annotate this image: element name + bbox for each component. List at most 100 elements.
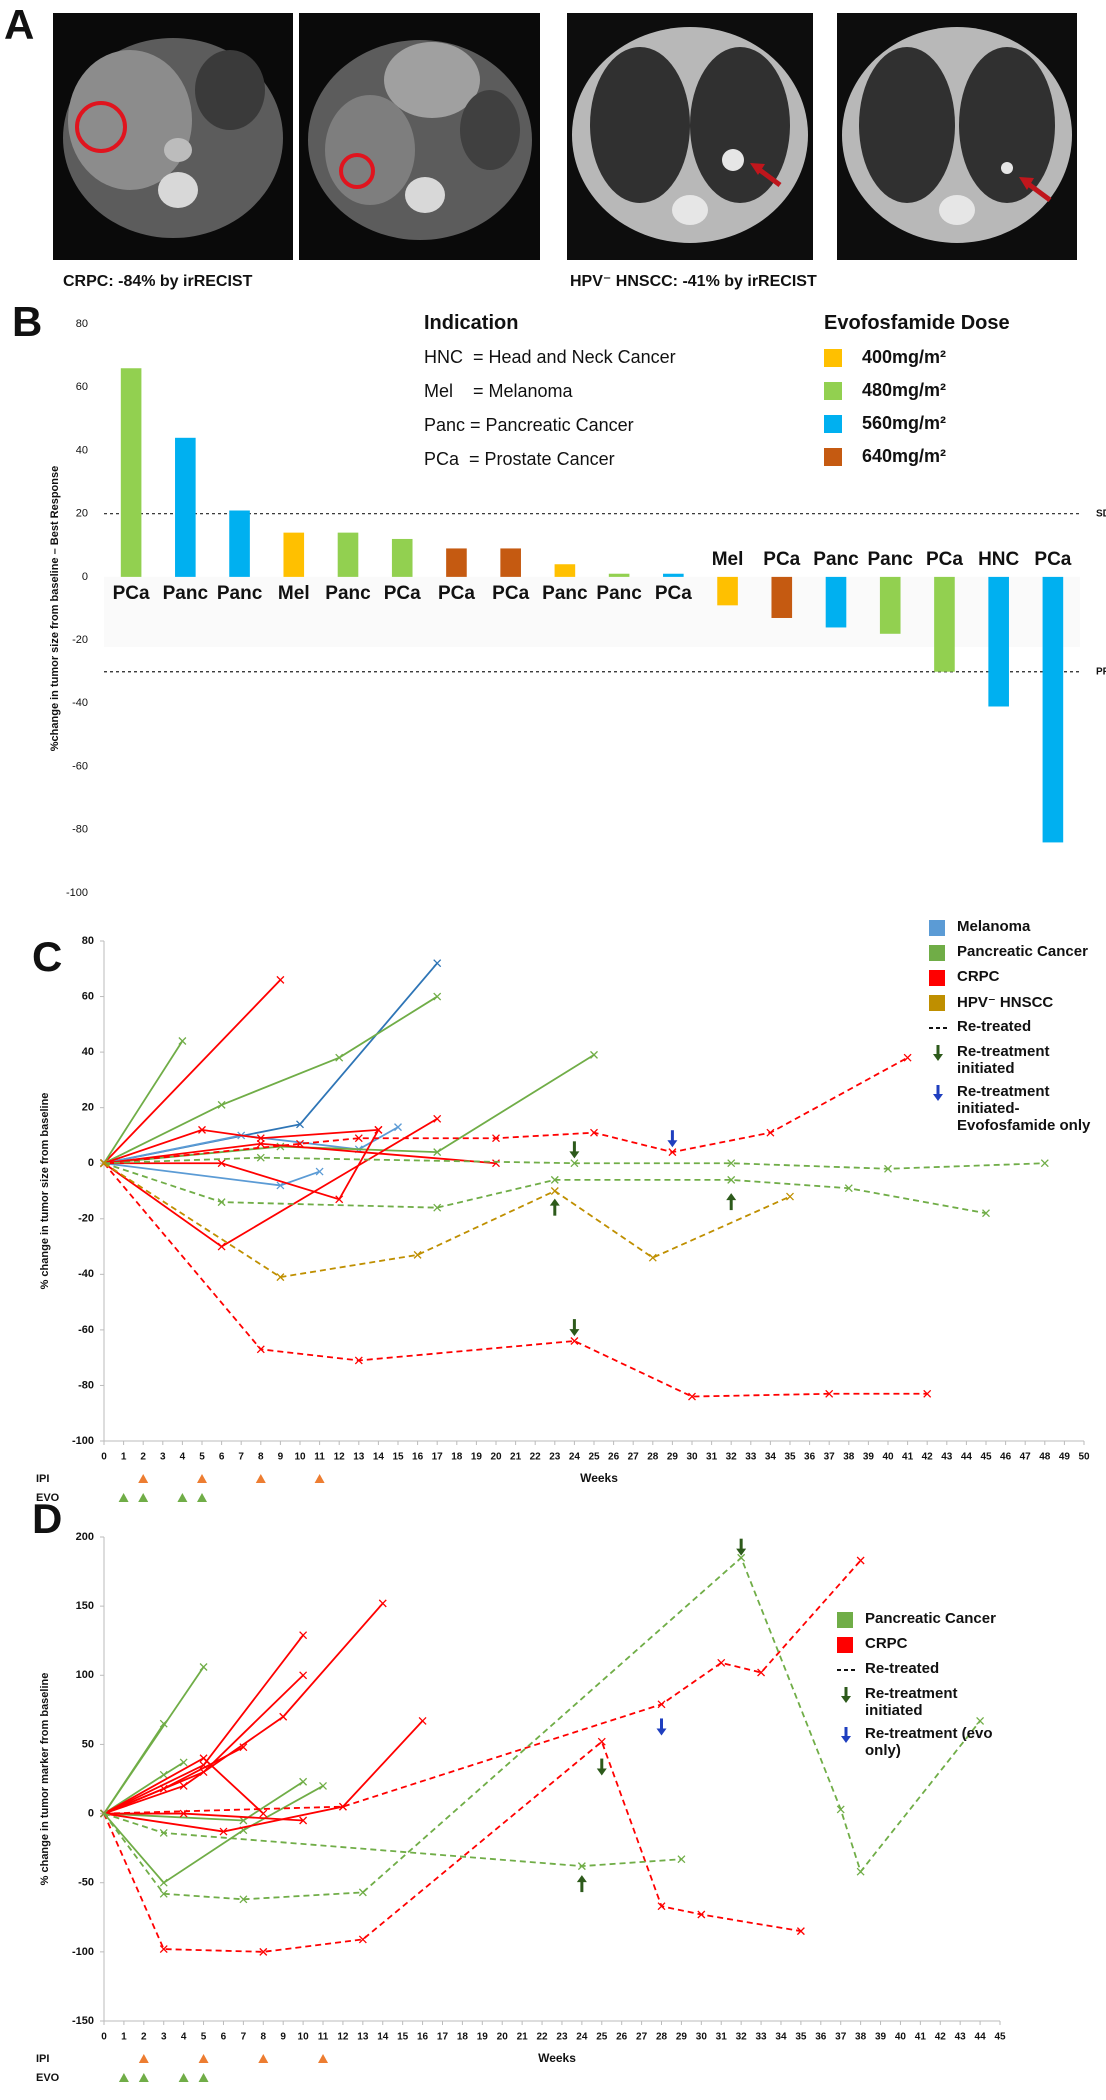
x-tick-label: 21: [517, 2032, 529, 2043]
x-tick-label: 44: [961, 1452, 973, 1463]
legend-item: 560mg/m²: [824, 413, 1010, 434]
bar: [879, 576, 901, 634]
y-axis-title: % change in tumor size from baseline: [39, 1093, 51, 1290]
x-tick-label: 38: [855, 2032, 867, 2043]
point-marker: [825, 1389, 834, 1398]
bar: [337, 532, 359, 577]
x-tick-label: 21: [510, 1452, 522, 1463]
x-axis-title: Weeks: [580, 1471, 618, 1485]
dosing-marker: [177, 1493, 188, 1502]
legend-item: CRPC: [929, 968, 1099, 987]
dosing-label: EVO: [36, 1492, 60, 1504]
x-tick-label: 11: [318, 2032, 329, 2043]
x-axis-title: Weeks: [538, 2051, 576, 2065]
x-tick-label: 30: [696, 2032, 708, 2043]
series-line: [103, 995, 438, 1165]
x-tick-label: 24: [569, 1452, 581, 1463]
retreatment-arrow: [569, 1141, 580, 1159]
retreatment-arrow: [736, 1538, 747, 1556]
point-marker: [844, 1184, 853, 1193]
legend-label: CRPC: [957, 968, 1000, 985]
legend-swatch: [824, 382, 842, 400]
legend-entry: PCa = Prostate Cancer: [424, 449, 615, 469]
y-tick-label: -20: [78, 1213, 94, 1225]
x-tick-label: 4: [180, 1452, 186, 1463]
x-tick-label: 16: [412, 1452, 424, 1463]
x-tick-label: 29: [676, 2032, 688, 2043]
point-marker: [256, 1345, 265, 1354]
series-line: [103, 1785, 324, 1884]
x-tick-label: 35: [795, 2032, 807, 2043]
x-tick-label: 9: [278, 1452, 284, 1463]
legend-item: 480mg/m²: [824, 380, 1010, 401]
point-marker: [259, 1947, 268, 1956]
legend-label: Re-treatment initiated: [865, 1685, 958, 1719]
legend-item: Pancreatic Cancer: [837, 1610, 1007, 1629]
x-tick-label: 15: [392, 1452, 404, 1463]
arrow-head: [569, 1329, 580, 1337]
retreatment-arrow: [656, 1718, 667, 1736]
x-tick-label: 42: [922, 1452, 934, 1463]
legend-symbol: [824, 349, 842, 367]
point-marker: [279, 1712, 288, 1721]
x-tick-label: 37: [835, 2032, 847, 2043]
legend: Melanoma Pancreatic Cancer CRPC HPV⁻ HNSCC R…: [929, 918, 1099, 1140]
x-tick-label: 8: [261, 2032, 267, 2043]
legend-swatch: [824, 349, 842, 367]
category-label: PCa: [113, 583, 150, 604]
x-tick-label: 41: [902, 1452, 914, 1463]
y-tick-label: 150: [76, 1600, 94, 1612]
point-marker: [358, 1935, 367, 1944]
arrow-head: [656, 1728, 667, 1736]
legend-label: CRPC: [865, 1635, 908, 1652]
image-caption: HPV⁻ HNSCC: -41% by irRECIST: [570, 273, 817, 290]
bar: [825, 576, 847, 628]
x-tick-label: 5: [199, 1452, 205, 1463]
point-marker: [590, 1050, 598, 1059]
legend-symbol: [929, 1027, 947, 1029]
series-line: [104, 1129, 380, 1201]
category-label: Mel: [278, 583, 310, 604]
dosing-marker: [197, 1474, 207, 1483]
series-line: [103, 1162, 791, 1279]
x-tick-label: 2: [140, 1452, 146, 1463]
bar: [229, 510, 250, 577]
legend-arrowhead: [841, 1736, 851, 1743]
bar: [663, 573, 684, 577]
legend-label: Re-treatment (evo only): [865, 1725, 993, 1759]
x-tick-label: 32: [726, 1452, 738, 1463]
y-tick-label: 20: [82, 1102, 94, 1114]
legend-symbol: [933, 1045, 943, 1061]
point-marker: [697, 1910, 706, 1919]
legend-arrowhead: [933, 1054, 943, 1061]
x-tick-label: 35: [784, 1452, 796, 1463]
series-line: [103, 1674, 304, 1815]
x-tick-label: 23: [556, 2032, 568, 2043]
point-marker: [217, 1159, 226, 1168]
x-tick-label: 1: [121, 1452, 127, 1463]
point-marker: [198, 1125, 206, 1134]
category-label: PCa: [926, 549, 963, 570]
y-tick-label: 100: [76, 1669, 94, 1681]
x-tick-label: 9: [280, 2032, 286, 2043]
dosing-marker: [314, 1474, 325, 1483]
y-tick-label: -40: [78, 1268, 94, 1280]
series-line: [103, 1559, 862, 1815]
point-marker: [597, 1737, 606, 1746]
legend-item: Re-treatment (evo only): [837, 1725, 1007, 1759]
x-tick-label: 3: [160, 1452, 166, 1463]
legend-item: 400mg/m²: [824, 347, 1010, 368]
point-marker: [433, 1203, 442, 1212]
point-marker: [335, 1053, 344, 1062]
category-label: Panc: [542, 583, 588, 604]
point-marker: [717, 1658, 726, 1667]
x-tick-label: 39: [863, 1452, 875, 1463]
x-tick-label: 16: [417, 2032, 429, 2043]
x-tick-label: 31: [706, 1452, 718, 1463]
x-tick-label: 10: [298, 2032, 310, 2043]
legend-item: 640mg/m²: [824, 446, 1010, 467]
legend-item: Re-treatment initiated: [929, 1043, 1099, 1077]
x-tick-label: 29: [667, 1452, 679, 1463]
x-tick-label: 12: [337, 2032, 349, 2043]
x-tick-label: 15: [397, 2032, 409, 2043]
